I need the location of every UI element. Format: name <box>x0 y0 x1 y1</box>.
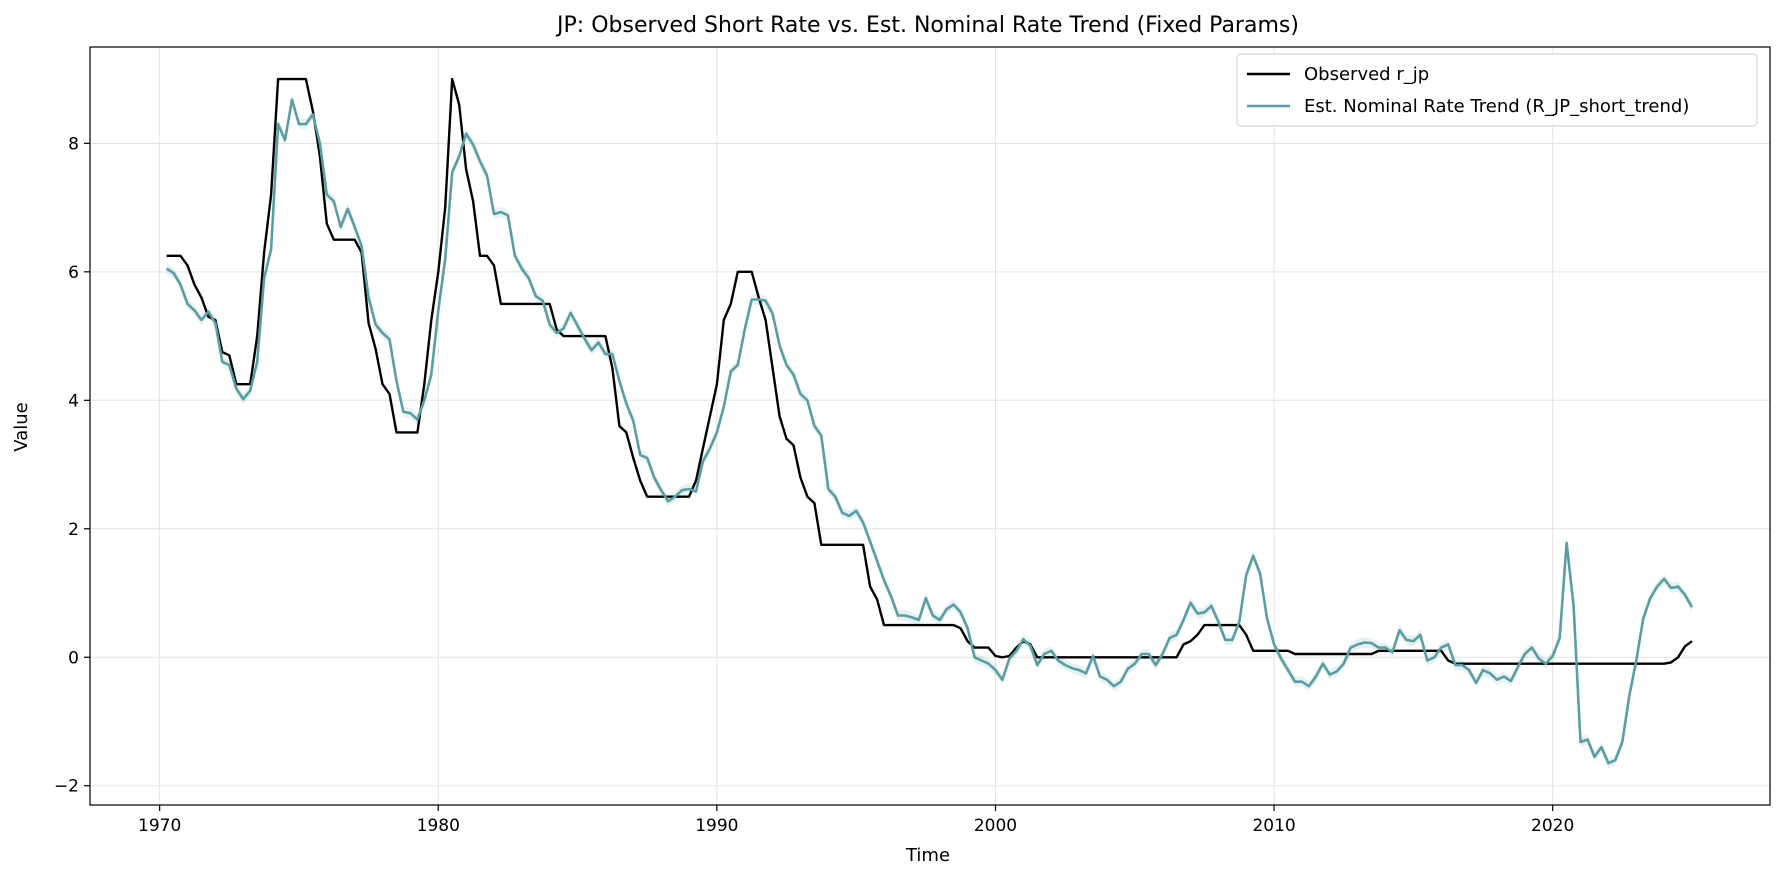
y-tick-label: 4 <box>68 391 79 411</box>
nominal-rate-trend-line <box>165 98 1694 765</box>
x-tick-label: 2000 <box>974 816 1017 836</box>
x-tick-label: 1980 <box>417 816 460 836</box>
observed-r-jp-line <box>166 77 1693 665</box>
legend: Observed r_jp Est. Nominal Rate Trend (R… <box>1236 53 1758 127</box>
y-tick-label: −2 <box>54 777 79 797</box>
y-axis-label: Value <box>11 402 32 451</box>
y-tick-label: 0 <box>68 648 79 668</box>
x-tick-label: 1990 <box>695 816 738 836</box>
y-axis-ticks: −2 0 2 4 6 8 <box>54 134 90 797</box>
x-axis-label: Time <box>905 845 950 866</box>
y-tick-label: 2 <box>68 520 79 540</box>
grid <box>90 47 1770 805</box>
x-tick-label: 1970 <box>138 816 181 836</box>
x-axis-ticks: 1970 1980 1990 2000 2010 2020 <box>138 805 1574 836</box>
legend-box <box>1236 53 1758 127</box>
series-lines <box>165 77 1694 765</box>
legend-label-trend: Est. Nominal Rate Trend (R_JP_short_tren… <box>1304 96 1689 117</box>
plot-frame <box>89 46 1771 806</box>
x-tick-label: 2020 <box>1531 816 1574 836</box>
x-tick-label: 2010 <box>1252 816 1295 836</box>
legend-label-observed: Observed r_jp <box>1304 64 1429 85</box>
chart-title: JP: Observed Short Rate vs. Est. Nominal… <box>555 13 1299 38</box>
y-tick-label: 6 <box>68 263 79 283</box>
y-tick-label: 8 <box>68 134 79 154</box>
